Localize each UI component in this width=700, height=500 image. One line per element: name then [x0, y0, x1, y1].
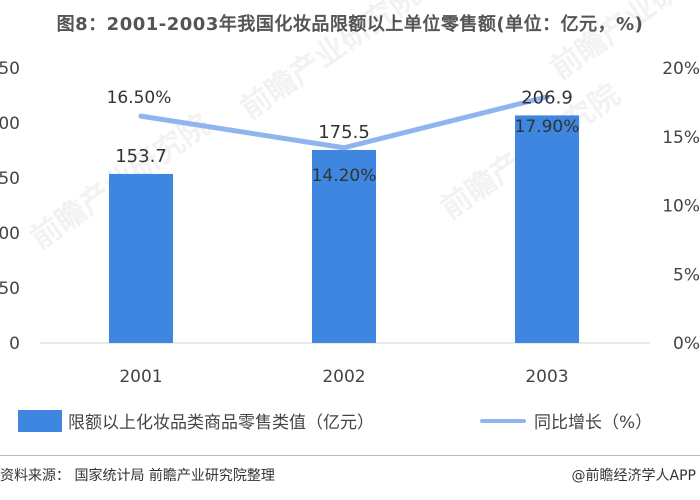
legend-bar-swatch	[18, 409, 62, 432]
chart-title: 图8：2001-2003年我国化妆品限额以上单位零售额(单位：亿元，%)	[56, 14, 644, 35]
right-tick-label: 5%	[673, 265, 700, 285]
left-tick-label: 250	[0, 59, 20, 79]
right-tick-label: 15%	[662, 128, 700, 148]
bar-series	[109, 115, 579, 343]
line-value-label: 16.50%	[107, 88, 172, 108]
right-tick-label: 0%	[673, 334, 700, 354]
legend-line-label: 同比增长（%）	[534, 413, 653, 433]
line-value-label: 14.20%	[312, 166, 377, 186]
footer-divider	[0, 455, 700, 456]
legend-line-swatch	[480, 418, 526, 423]
left-axis: 0 50 100 150 200 250	[0, 59, 20, 354]
bar	[312, 149, 376, 343]
left-tick-label: 150	[0, 169, 20, 189]
x-tick-label: 2003	[525, 367, 568, 387]
x-tick-label: 2002	[322, 367, 365, 387]
data-labels: 153.7 175.5 206.9 16.50% 14.20% 17.90%	[107, 87, 580, 185]
legend-item-line: 同比增长（%）	[480, 408, 652, 433]
credit-note: @前瞻经济学人APP	[571, 468, 696, 484]
right-tick-label: 10%	[662, 197, 700, 217]
legend: 限额以上化妆品类商品零售类值（亿元） 同比增长（%）	[18, 408, 698, 438]
right-tick-label: 20%	[662, 59, 700, 79]
bar-value-label: 206.9	[521, 87, 573, 108]
line-value-label: 17.90%	[515, 117, 580, 137]
source-note: 资料来源： 国家统计局 前瞻产业研究院整理	[0, 468, 275, 484]
legend-bar-label: 限额以上化妆品类商品零售类值（亿元）	[68, 413, 374, 433]
watermark-text: 前瞻产业研究院	[235, 0, 427, 127]
line-series	[138, 94, 550, 151]
left-tick-label: 50	[0, 279, 20, 299]
right-axis: 0% 5% 10% 15% 20%	[662, 59, 700, 354]
left-tick-label: 200	[0, 114, 20, 134]
left-tick-label: 100	[0, 224, 20, 244]
bar-value-label: 153.7	[115, 146, 167, 167]
line-point	[341, 145, 347, 151]
x-tick-label: 2001	[119, 367, 162, 387]
chart-area: 前瞻产业研究院前瞻产业研究院前瞻产业研究院前瞻产业研究院 05010015020…	[0, 0, 700, 387]
line-point	[138, 113, 144, 119]
legend-item-bar: 限额以上化妆品类商品零售类值（亿元）	[18, 408, 374, 433]
bar	[515, 115, 579, 343]
bar-value-label: 175.5	[318, 122, 370, 143]
line-point	[544, 94, 550, 100]
left-tick-label: 0	[9, 334, 20, 354]
bar	[109, 173, 173, 343]
x-axis: 2001 2002 2003	[119, 367, 568, 387]
